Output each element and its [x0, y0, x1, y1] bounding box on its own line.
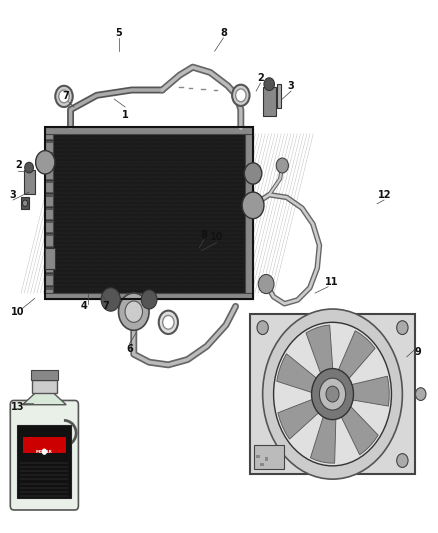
Text: 6: 6 [126, 344, 133, 354]
Bar [45, 272, 53, 276]
Bar [250, 314, 416, 474]
Text: 7: 7 [63, 91, 70, 101]
Circle shape [42, 448, 47, 455]
Text: 11: 11 [325, 278, 339, 287]
Bar [265, 457, 268, 461]
Text: 5: 5 [115, 28, 122, 38]
Text: 4: 4 [80, 301, 87, 311]
Text: 10: 10 [11, 306, 25, 317]
Circle shape [232, 85, 250, 106]
Circle shape [141, 290, 157, 309]
Circle shape [159, 311, 178, 334]
Bar [45, 139, 53, 143]
Circle shape [319, 378, 346, 410]
Text: 7: 7 [102, 301, 109, 311]
Circle shape [35, 151, 55, 174]
Bar [263, 87, 276, 116]
Bar [53, 134, 245, 293]
Circle shape [257, 321, 268, 335]
Circle shape [263, 309, 403, 479]
Circle shape [311, 368, 353, 419]
Text: 12: 12 [378, 190, 392, 200]
Circle shape [264, 78, 275, 91]
Text: 2: 2 [15, 160, 21, 171]
Circle shape [25, 163, 33, 173]
Bar [256, 455, 260, 458]
Text: 1: 1 [122, 110, 128, 120]
Circle shape [416, 387, 426, 400]
Circle shape [397, 321, 408, 335]
Circle shape [119, 293, 149, 330]
Polygon shape [277, 354, 320, 394]
Circle shape [236, 89, 246, 102]
Text: 3: 3 [288, 81, 294, 91]
Bar [45, 127, 253, 134]
Polygon shape [278, 398, 322, 439]
Bar [245, 134, 253, 293]
Bar [32, 379, 57, 393]
Bar [45, 192, 53, 197]
Bar [45, 152, 53, 157]
Bar [22, 437, 66, 453]
Polygon shape [311, 412, 336, 463]
Polygon shape [348, 376, 389, 406]
Polygon shape [336, 331, 375, 382]
Bar [45, 166, 53, 170]
Text: 10: 10 [210, 232, 223, 243]
Bar [254, 445, 285, 469]
Bar [277, 84, 282, 108]
Circle shape [244, 163, 262, 184]
Bar [45, 285, 53, 289]
Bar [24, 170, 35, 194]
Text: 8: 8 [220, 28, 227, 38]
Circle shape [258, 274, 274, 294]
Circle shape [55, 86, 73, 107]
Circle shape [276, 158, 288, 173]
Bar [17, 425, 71, 498]
Bar [45, 179, 53, 183]
Bar [261, 463, 264, 466]
Text: 8: 8 [200, 230, 207, 240]
FancyBboxPatch shape [11, 400, 78, 510]
Circle shape [125, 301, 142, 322]
Polygon shape [339, 403, 378, 455]
Bar [45, 259, 53, 263]
Bar [45, 219, 53, 223]
Circle shape [22, 200, 28, 206]
Bar [45, 127, 253, 300]
Bar [45, 246, 53, 250]
Bar [45, 293, 253, 300]
Bar [45, 232, 53, 237]
Circle shape [242, 192, 264, 219]
Circle shape [257, 454, 268, 467]
Bar [45, 248, 55, 269]
Bar [45, 134, 53, 293]
Text: 13: 13 [11, 402, 25, 413]
Text: 2: 2 [257, 73, 264, 83]
Circle shape [59, 90, 69, 103]
Circle shape [274, 322, 392, 466]
Circle shape [397, 454, 408, 467]
Bar [45, 206, 53, 210]
Circle shape [101, 288, 120, 311]
Bar [31, 370, 58, 379]
Text: 9: 9 [414, 346, 421, 357]
Text: 3: 3 [10, 190, 16, 200]
Circle shape [162, 316, 174, 329]
Polygon shape [306, 325, 333, 378]
Text: MOPAR: MOPAR [36, 450, 53, 454]
Bar [21, 197, 29, 209]
Polygon shape [22, 393, 66, 405]
Circle shape [326, 386, 339, 402]
